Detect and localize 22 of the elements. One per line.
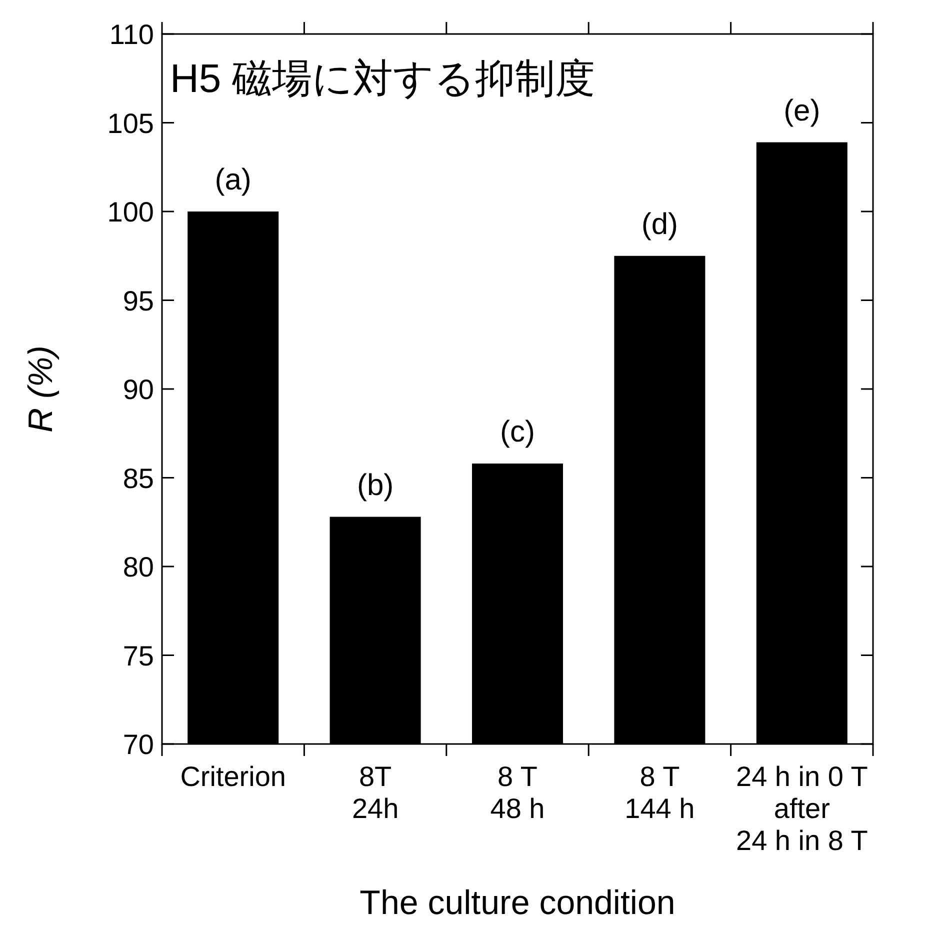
y-tick-label: 80 — [122, 552, 154, 582]
y-axis-title: R (%) — [22, 346, 60, 432]
x-axis-title: The culture condition — [360, 884, 676, 922]
text: H5 磁場に対する抑制度 — [170, 57, 596, 101]
y-tick-label: 75 — [122, 640, 154, 672]
annotation: (e) — [784, 94, 820, 128]
x-tick-label: Criterion — [180, 761, 286, 792]
y-tick-label: 100 — [107, 196, 154, 228]
annotation: (c) — [500, 416, 535, 449]
y-tick-label: 110 — [109, 19, 154, 50]
y-tick-label: 95 — [122, 285, 154, 316]
y-tick-label: 105 — [107, 108, 154, 139]
x-tick-label: 8 T 48 h — [490, 761, 545, 824]
annotation: (d) — [641, 208, 678, 241]
x-tick-label: 8T 24h — [352, 761, 399, 824]
y-tick-label: 85 — [122, 462, 154, 494]
y-tick-label: 70 — [122, 729, 154, 760]
annotation: (b) — [356, 468, 394, 502]
annotation: (a) — [214, 164, 252, 196]
x-tick-label: 8 T 144 h — [624, 761, 695, 824]
x-tick-label: 24 h in 0 T after 24 h in 8 T — [736, 761, 868, 856]
y-tick-label: 90 — [122, 374, 154, 405]
